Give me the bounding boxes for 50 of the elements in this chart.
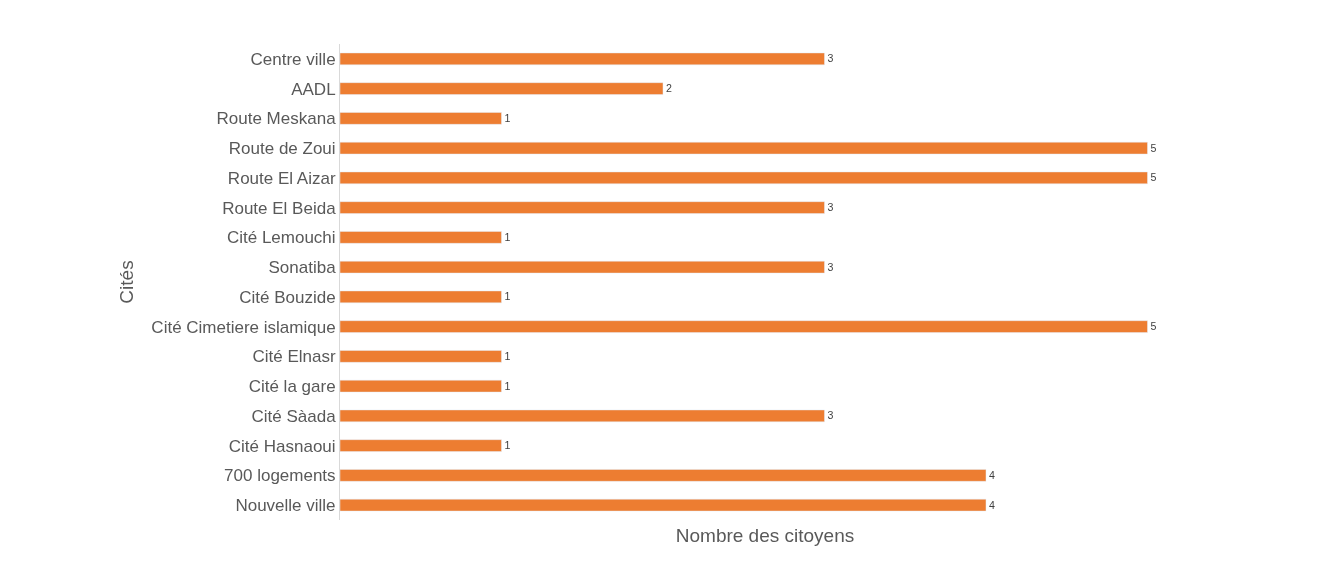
bar [340,231,502,244]
data-label: 1 [504,230,511,243]
y-tick-label: Cité Lemouchi [226,228,336,248]
data-label: 1 [504,349,511,362]
data-label: 1 [504,379,511,392]
y-tick-label: Centre ville [250,49,336,69]
bar [340,201,825,214]
data-label: 5 [1150,320,1157,333]
data-label: 1 [504,290,511,303]
y-tick-label: Cité Bouzide [239,287,336,307]
y-tick-label: Route Meskana [216,109,337,129]
bar [340,290,502,304]
data-label: 3 [827,52,834,65]
y-tick-label: Route de Zoui [228,139,336,159]
y-tick-label: Cité Sàada [251,406,337,426]
bar [340,141,1148,155]
data-label: 3 [827,201,834,214]
bar [340,379,502,393]
data-label: 3 [827,409,834,422]
y-tick-label: Route El Beida [222,198,337,218]
y-tick-label: Route El Aizar [227,168,336,188]
y-axis-title: Cités [116,260,138,304]
data-label: 1 [504,439,511,452]
data-label: 2 [666,82,673,95]
data-label: 1 [504,111,511,124]
y-tick-label: Cité Elnasr [252,347,336,367]
bar [340,439,502,452]
bar [340,320,1148,333]
data-label: 5 [1150,141,1157,154]
bar [340,82,664,95]
data-label: 3 [827,260,834,273]
bar [340,112,502,125]
y-tick-label: Sonatiba [268,258,337,278]
data-label: 4 [989,498,995,511]
data-label: 4 [989,468,995,481]
bar [340,350,502,363]
y-tick-label: AADL [291,79,336,99]
x-axis-title: Nombre des citoyens [675,524,855,546]
bar [340,498,987,512]
y-tick-label: 700 logements [224,466,336,486]
y-tick-label: Cité Hasnaoui [228,436,336,456]
bar [340,260,825,274]
bar [340,52,825,66]
bar [340,409,825,423]
y-tick-label: Cité Cimetiere islamique [151,317,336,337]
y-tick-label: Nouvelle ville [235,496,336,516]
bar [340,171,1148,185]
y-tick-label: Cité la gare [248,377,336,397]
bar [340,469,987,482]
data-label: 5 [1150,171,1157,184]
